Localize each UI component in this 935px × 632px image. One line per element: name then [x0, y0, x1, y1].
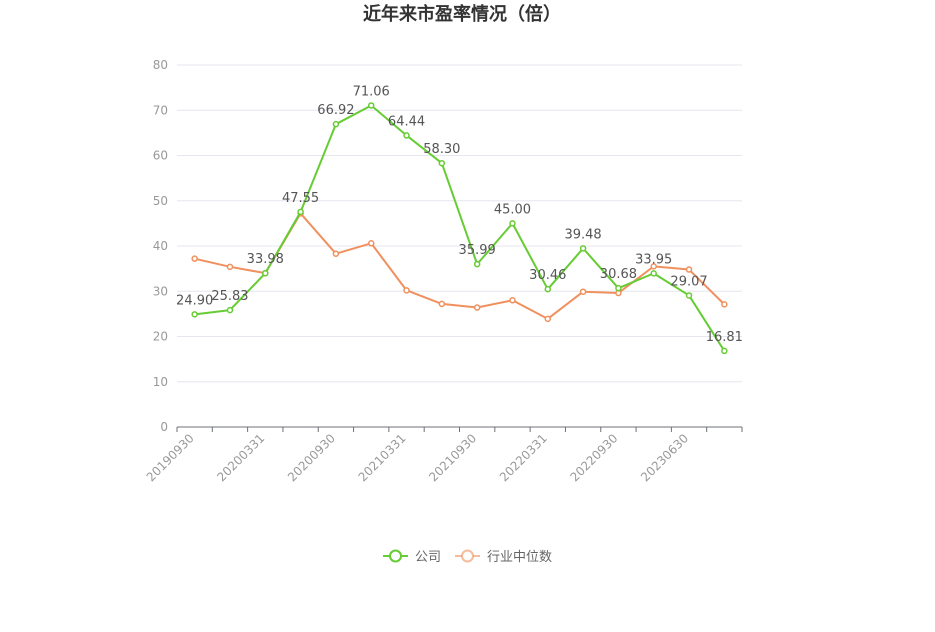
data-label: 35.99: [459, 243, 496, 258]
data-point: [544, 315, 552, 323]
data-label: 58.30: [423, 142, 460, 157]
x-tick-label: 20200930: [285, 431, 338, 484]
data-label: 66.92: [317, 103, 354, 118]
data-point: [509, 220, 516, 227]
data-point: [473, 304, 481, 311]
data-point: [191, 255, 198, 262]
legend-swatch-marker: [461, 549, 474, 563]
data-point: [544, 285, 552, 293]
data-point: [332, 250, 340, 257]
data-point: [367, 102, 375, 109]
series-line: [194, 104, 726, 352]
x-tick-label: 20230630: [638, 431, 691, 484]
y-axis: 0 10 20 30 40 50 60 70 80: [153, 58, 168, 434]
data-label: 33.95: [635, 252, 672, 267]
data-point: [403, 287, 410, 294]
y-tick-label: 30: [153, 284, 168, 298]
legend-item-company[interactable]: 公司: [383, 549, 441, 565]
chart-title: 近年来市盈率情况（倍）: [363, 3, 561, 25]
data-label: 16.81: [706, 330, 743, 345]
data-point: [650, 270, 657, 277]
x-tick-label: 20220930: [567, 431, 620, 484]
data-label: 39.48: [564, 227, 601, 242]
data-point: [226, 263, 234, 271]
data-point: [721, 301, 728, 308]
data-point: [367, 240, 375, 247]
data-label: 30.46: [529, 268, 566, 283]
data-point: [650, 263, 657, 270]
y-tick-label: 40: [153, 239, 168, 253]
data-point: [403, 132, 410, 139]
data-label: 33.98: [247, 252, 284, 267]
x-tick-label: 20210930: [426, 431, 479, 484]
data-point: [615, 284, 622, 292]
data-label: 47.55: [282, 191, 319, 206]
y-tick-label: 60: [153, 149, 168, 163]
series-layer: [191, 102, 728, 355]
data-point: [509, 297, 516, 304]
y-tick-label: 80: [153, 58, 168, 72]
data-point: [579, 288, 587, 295]
data-label: 29.07: [670, 274, 707, 289]
data-label: 71.06: [353, 84, 390, 99]
data-label: 30.68: [600, 267, 637, 282]
y-tick-label: 0: [160, 420, 168, 434]
y-tick-label: 50: [153, 194, 168, 208]
data-point: [685, 292, 693, 299]
data-label: 24.90: [176, 293, 213, 308]
data-label: 64.44: [388, 114, 425, 129]
data-point: [473, 260, 481, 268]
data-point: [332, 120, 340, 128]
data-label: 45.00: [494, 202, 531, 217]
y-tick-label: 20: [153, 330, 168, 344]
data-label: 25.83: [211, 289, 248, 304]
x-tick-label: 20220331: [497, 431, 550, 484]
series-company: [191, 102, 728, 355]
legend-swatch-marker: [389, 549, 402, 563]
data-point: [685, 266, 693, 273]
legend-label: 公司: [415, 550, 441, 565]
x-tick-label: 20200331: [214, 431, 267, 484]
data-point: [721, 347, 728, 355]
y-tick-label: 70: [153, 103, 168, 117]
data-point: [438, 300, 446, 308]
y-tick-label: 10: [153, 375, 168, 389]
data-point: [191, 311, 198, 318]
x-axis: 20190930 20200331 20200930 20210331 20210930…: [144, 426, 743, 484]
x-tick-label: 20210331: [356, 431, 409, 484]
legend: 公司 行业中位数: [383, 549, 552, 565]
legend-label: 行业中位数: [487, 550, 552, 565]
x-tick-label: 20190930: [144, 431, 197, 484]
data-point: [297, 208, 304, 216]
data-point: [226, 306, 234, 314]
grid-lines: [177, 64, 742, 383]
data-point: [579, 245, 587, 252]
data-point: [438, 159, 446, 167]
legend-item-industry-median[interactable]: 行业中位数: [455, 549, 552, 565]
data-point: [262, 269, 269, 277]
